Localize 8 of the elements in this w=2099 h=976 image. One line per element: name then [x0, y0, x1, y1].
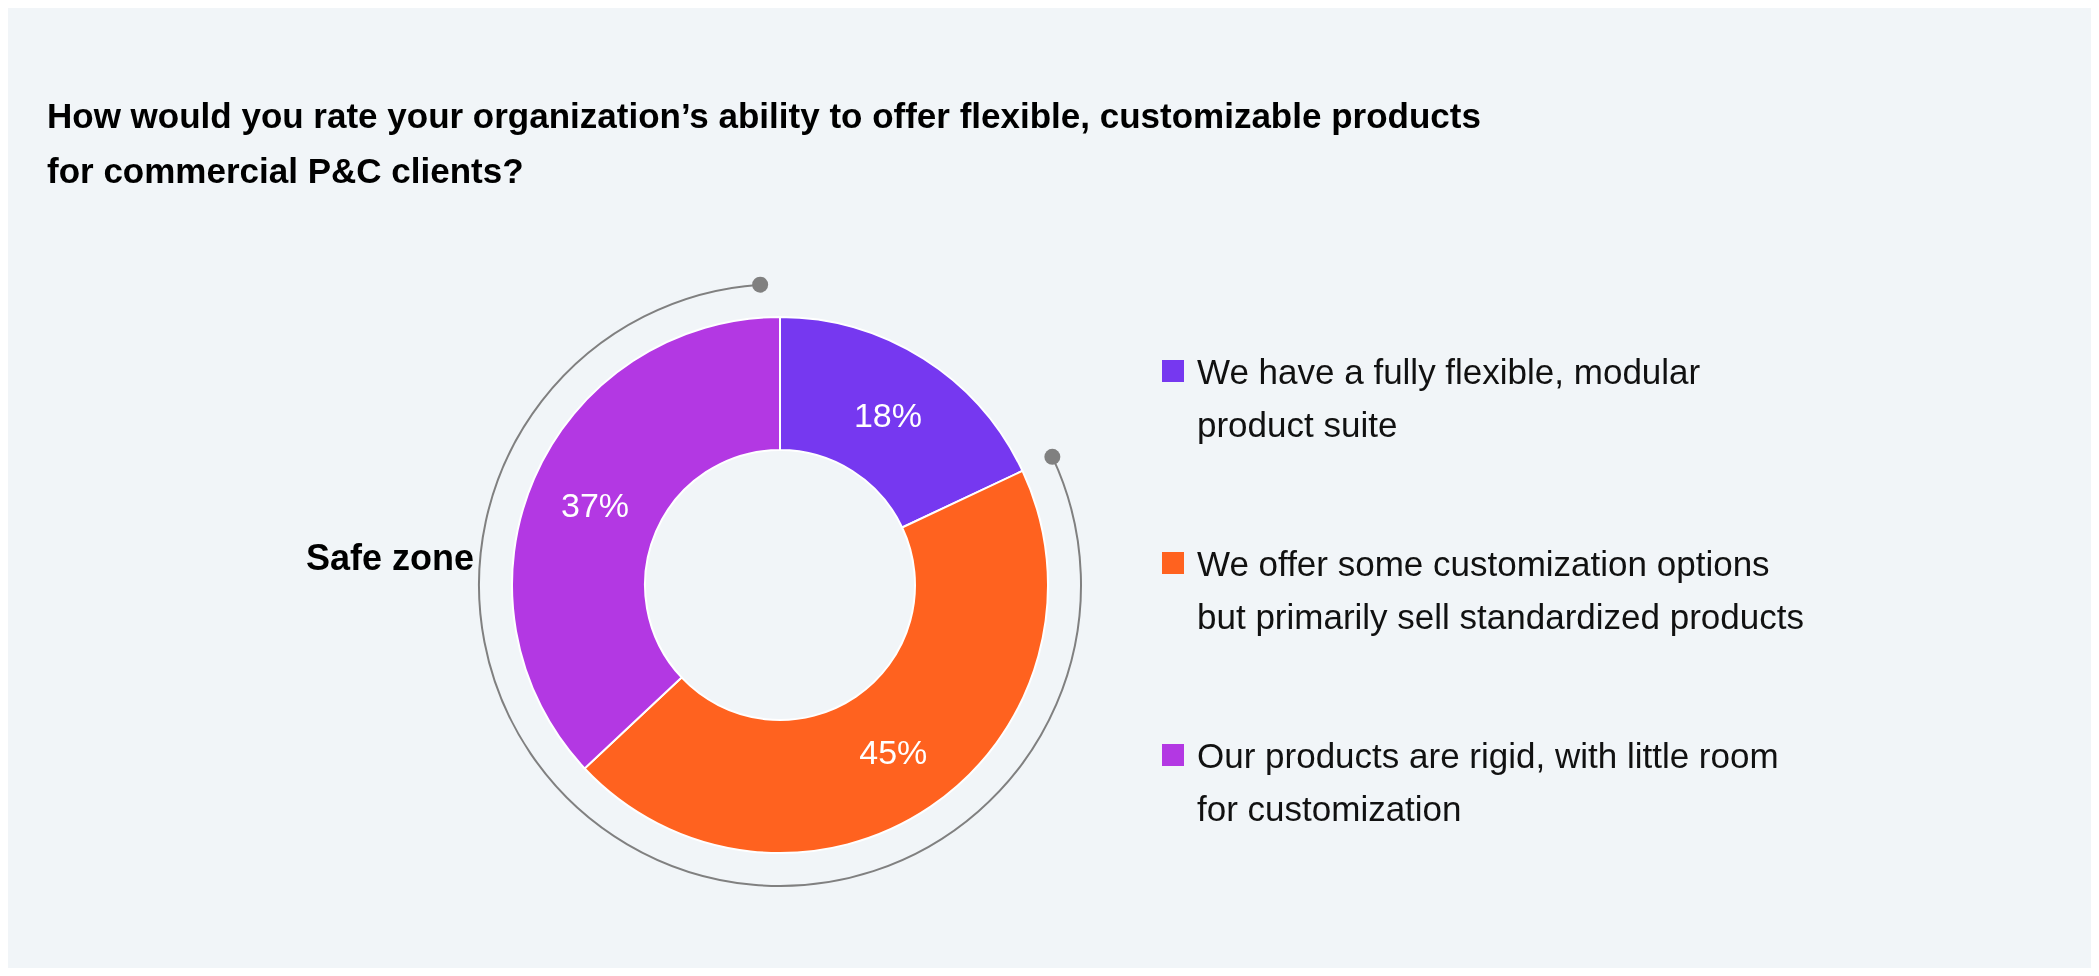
data-label: 45% [859, 732, 928, 771]
data-label: 18% [853, 395, 922, 434]
text: Safe zone [305, 537, 474, 578]
legend-label: We offer some customization options but primarily sell standardized products [1197, 544, 1804, 636]
data-label: 37% [561, 485, 630, 524]
chart-title: How would you rate your organization’s ability to offer flexible, customizable products for commercial P&C clients? [47, 96, 1481, 190]
legend-label: Our products are rigid, with little room for customization [1197, 736, 1779, 828]
legend-label: We have a fully flexible, modular product suite [1197, 352, 1701, 444]
